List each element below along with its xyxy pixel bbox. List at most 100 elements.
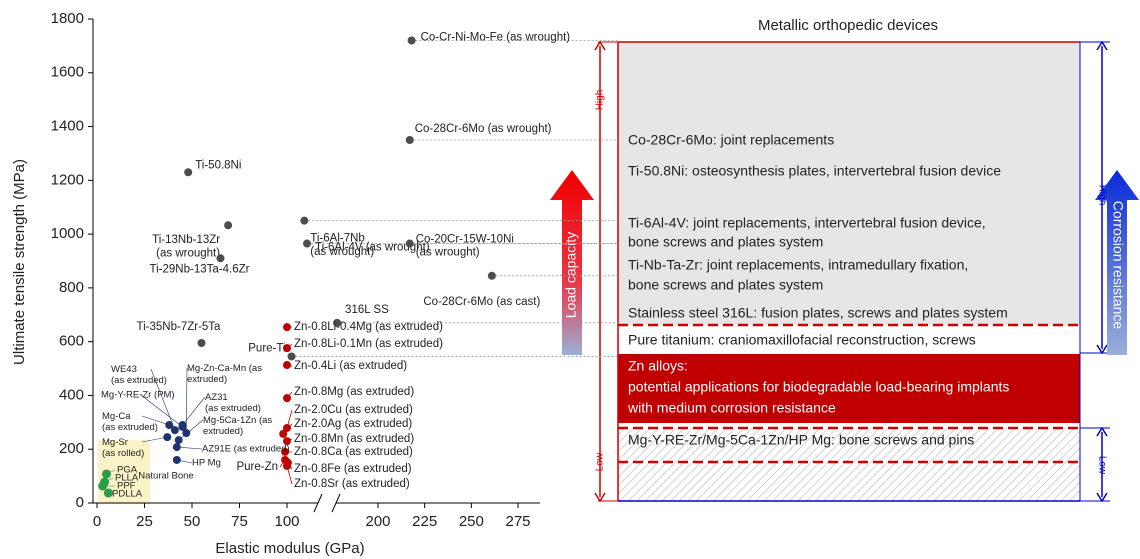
point-label: Zn-0.4Li (as extruded)	[294, 360, 407, 372]
point	[163, 433, 172, 442]
load-low: Low	[595, 452, 606, 471]
annotation: Natural Bone	[138, 471, 193, 482]
point-label: Co-28Cr-6Mo (as cast)	[423, 296, 540, 308]
point-label: Pure-Zn	[236, 461, 278, 473]
x-tick-label: 50	[184, 513, 201, 530]
point-label: Zn-0.8Li-0.4Mg (as extruded)	[294, 321, 443, 333]
point-label: WE43 (as extruded)	[111, 364, 167, 386]
y-tick-label: 800	[59, 279, 84, 296]
leader	[186, 367, 188, 434]
zn-text: with medium corrosion resistance	[627, 400, 836, 416]
corrosion-scale-arrows	[1096, 40, 1108, 503]
point	[102, 469, 111, 479]
point	[487, 271, 496, 280]
leader	[178, 419, 204, 441]
corrosion-arrow	[1095, 170, 1139, 355]
point	[303, 239, 312, 248]
point-label: Mg-Ca (as extruded)	[102, 411, 158, 433]
point-label: 316L SS	[345, 304, 389, 316]
point-label: AZ31 (as extruded)	[205, 392, 261, 414]
panel-row: Stainless steel 316L: fusion plates, scr…	[628, 305, 1008, 321]
point-label: Co-20Cr-15W-10Ni (as wrought)	[416, 234, 514, 259]
zn-box	[618, 354, 1080, 423]
point-label: Mg-5Ca-1Zn (as extruded)	[203, 415, 272, 437]
point-label: Zn-2.0Cu (as extruded)	[294, 404, 413, 416]
x-tick-label: 75	[231, 513, 248, 530]
point	[333, 318, 342, 327]
x-tick-label: 0	[93, 513, 101, 530]
x-tick-label: 100	[274, 513, 299, 530]
panel-row: Co-28Cr-6Mo: joint replacements	[628, 132, 834, 148]
leader	[141, 415, 170, 426]
load-arrow-label: Load capacity	[563, 232, 579, 318]
point	[184, 168, 193, 177]
point	[407, 36, 416, 45]
point-label: Ti-29Nb-13Ta-4.6Zr	[150, 263, 250, 275]
point	[405, 239, 414, 248]
x-axis-title: Elastic modulus (GPa)	[215, 540, 364, 557]
mg-region	[618, 428, 1080, 501]
point-label: Zn-0.8Mn (as extruded)	[294, 433, 414, 445]
point-label: Co-28Cr-6Mo (as wrought)	[415, 123, 552, 135]
point	[281, 447, 290, 456]
panel-row: Ti-6Al-4V: joint replacements, intervert…	[628, 215, 986, 231]
point-label: Mg-Y-RE-Zr (PM)	[101, 390, 175, 401]
point-label: PDLLA	[112, 489, 143, 500]
x-tick-label: 275	[505, 513, 530, 530]
zn-text: Zn alloys:	[628, 358, 688, 374]
point	[283, 423, 291, 432]
point	[287, 352, 296, 361]
leader	[182, 396, 206, 426]
point	[283, 461, 291, 470]
point	[405, 136, 414, 144]
point	[178, 421, 187, 430]
panel-row: bone screws and plates system	[628, 277, 823, 293]
y-tick-label: 1800	[51, 10, 84, 27]
point-label: Zn-0.8Mg (as extruded)	[294, 386, 414, 398]
point-label: PLLA	[115, 473, 139, 484]
point	[174, 436, 183, 445]
mg-text: Mg-Y-RE-Zr/Mg-5Ca-1Zn/HP Mg: bone screws…	[628, 432, 974, 448]
y-tick-label: 200	[59, 440, 84, 457]
corrosion-high: High	[1096, 185, 1107, 206]
point	[216, 254, 225, 263]
point-label: HP Mg	[192, 458, 221, 469]
x-tick-label: 25	[136, 513, 153, 530]
point	[224, 221, 233, 230]
point	[283, 437, 291, 446]
point	[165, 421, 174, 430]
y-tick-label: 400	[59, 386, 84, 403]
point-label: PPF	[117, 481, 136, 492]
point-label: Pure-Ti	[248, 342, 285, 354]
panel-region	[618, 42, 1080, 325]
load-high: High	[595, 90, 606, 111]
point	[103, 488, 113, 498]
point	[172, 443, 181, 452]
point-label: Zn-0.8Fe (as extruded)	[294, 463, 412, 475]
point-label: Ti-35Nb-7Zr-5Ta	[137, 321, 222, 333]
point-label: Zn-2.0Ag (as extruded)	[294, 418, 412, 430]
y-tick-label: 1200	[51, 171, 84, 188]
leader	[140, 394, 183, 428]
point-label: Mg-Zn-Ca-Mn (as extruded)	[187, 363, 262, 385]
point	[197, 339, 206, 348]
point-label: Mg-Sr (as rolled)	[102, 437, 144, 459]
panel-row: Ti-Nb-Ta-Zr: joint replacements, intrame…	[628, 257, 968, 273]
point	[170, 426, 179, 435]
panel-row: bone screws and plates system	[628, 234, 823, 250]
x-tick-label: 200	[365, 513, 390, 530]
point-label: Zn-0.8Sr (as extruded)	[294, 478, 410, 490]
point-label: Ti-6Al-7Nb (as wrought)	[310, 233, 374, 258]
y-tick-label: 1000	[51, 225, 84, 242]
point	[283, 394, 291, 403]
point-label: PGA	[117, 465, 138, 476]
panel-title: Metallic orthopedic devices	[758, 17, 938, 34]
corrosion-arrow-label: Corrosion resistance	[1110, 201, 1126, 330]
leader	[176, 446, 203, 450]
point-label: Ti-6Al-4V (as wrought)	[315, 242, 430, 254]
point-label: Zn-0.8Ca (as extruded)	[294, 446, 413, 458]
point-label: Co-Cr-Ni-Mo-Fe (as wrought)	[421, 32, 571, 44]
leader	[141, 436, 168, 443]
point	[283, 323, 291, 332]
